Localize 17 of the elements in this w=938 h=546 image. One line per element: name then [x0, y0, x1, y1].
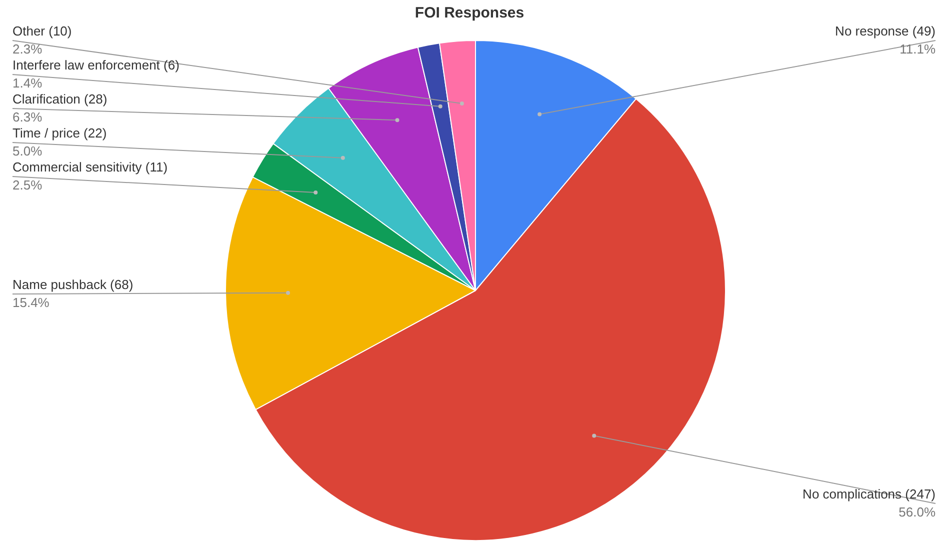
slice-label: Time / price (22) — [12, 126, 107, 140]
slice-label: Interfere law enforcement (6) — [12, 58, 180, 72]
slice-label: Other (10) — [12, 24, 72, 38]
slice-label: Commercial sensitivity (11) — [12, 160, 168, 174]
data-label: 2.3% — [12, 42, 43, 56]
data-label: 15.4% — [12, 294, 50, 310]
data-label: 6.3% — [12, 110, 43, 124]
chart-title: FOI Responses — [414, 4, 524, 22]
data-label: 1.4% — [12, 76, 43, 90]
data-label: 11.1% — [900, 42, 936, 56]
data-label: 5.0% — [12, 144, 43, 158]
slice-label: No response (49) — [835, 24, 936, 38]
data-label: 56.0% — [898, 504, 936, 520]
slice-label: No complications (247) — [802, 486, 936, 502]
slice-label: Name pushback (68) — [12, 276, 134, 292]
data-label: 2.5% — [12, 178, 43, 192]
slice-label: Clarification (28) — [12, 92, 108, 106]
